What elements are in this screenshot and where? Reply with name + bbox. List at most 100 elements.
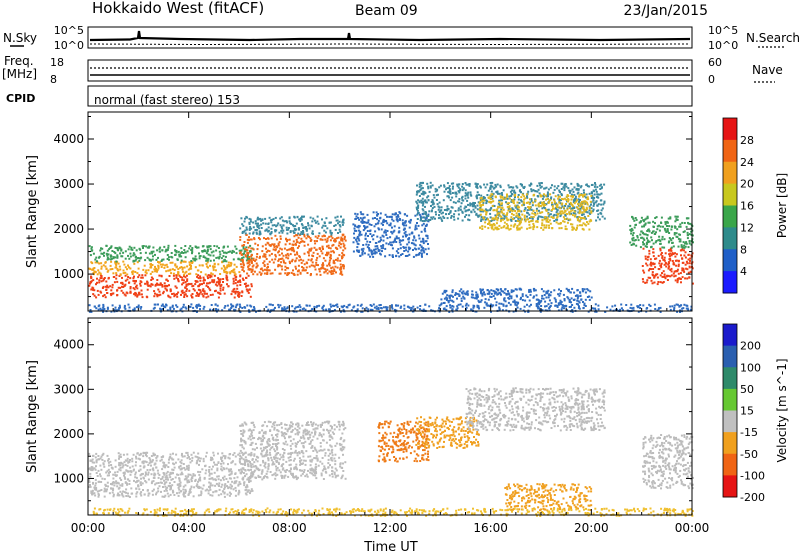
power-cell (118, 304, 121, 307)
power-cell (202, 256, 205, 258)
power-cell (512, 289, 515, 292)
power-cell (206, 248, 209, 251)
power-cell (341, 234, 344, 237)
power-cell (480, 204, 483, 207)
power-cell (247, 268, 250, 271)
power-cell (674, 270, 677, 273)
velocity-cell (173, 463, 176, 466)
power-cell (423, 251, 426, 254)
velocity-cell (97, 469, 100, 472)
power-cell (127, 254, 129, 257)
power-cell (261, 245, 264, 248)
power-cell (557, 195, 560, 198)
power-cell (655, 240, 658, 242)
power-cell (234, 282, 237, 285)
power-cell (107, 286, 110, 289)
power-cell (567, 290, 570, 293)
power-cell (369, 304, 372, 306)
power-cell (184, 286, 187, 289)
velocity-cell (132, 453, 135, 456)
power-cell (540, 299, 543, 302)
power-cell (650, 279, 653, 282)
power-cell (206, 275, 209, 278)
power-cell (270, 227, 273, 230)
power-cell (498, 201, 501, 203)
power-cell (606, 306, 609, 309)
power-cell (282, 224, 285, 227)
power-cell (156, 270, 158, 273)
power-cell (570, 297, 573, 300)
power-cell (102, 308, 105, 311)
power-cell (681, 267, 684, 270)
power-cell (272, 248, 275, 251)
power-cell (372, 255, 375, 258)
power-cell (280, 225, 283, 228)
power-cell (640, 230, 643, 233)
power-cell (414, 214, 417, 217)
power-cell (395, 235, 398, 238)
power-cell (116, 280, 119, 283)
power-cell (291, 305, 294, 308)
power-cell (230, 293, 233, 296)
power-cell (129, 287, 132, 290)
power-cell (380, 245, 383, 248)
power-cell (512, 310, 515, 313)
power-cell (476, 204, 479, 207)
power-cell (291, 224, 294, 227)
power-cell (524, 310, 527, 313)
power-cell (266, 271, 269, 274)
power-cell (128, 306, 131, 309)
power-cell (549, 213, 552, 216)
power-cell (506, 218, 509, 221)
power-cell (570, 212, 572, 215)
power-cell (281, 227, 284, 230)
power-cell (578, 301, 581, 304)
power-cell (334, 224, 337, 227)
power-cell (683, 246, 686, 249)
power-cell (597, 213, 600, 216)
power-cell (243, 230, 245, 233)
velocity-cell (230, 487, 233, 490)
power-cell (281, 268, 284, 271)
velocity-cell (179, 473, 182, 476)
power-cell (662, 225, 664, 228)
power-cell (322, 308, 325, 311)
power-cell (151, 277, 154, 280)
power-cell (488, 292, 490, 295)
power-cell (377, 240, 380, 243)
power-cell (303, 226, 306, 229)
power-cell (499, 204, 501, 206)
power-cell (298, 256, 301, 259)
power-cell (686, 268, 689, 271)
power-cell (560, 227, 563, 230)
power-cell (539, 215, 542, 218)
power-cell (664, 229, 667, 232)
power-cell (117, 286, 120, 289)
power-cell (685, 241, 688, 244)
power-cell (490, 289, 493, 292)
power-cell (118, 275, 121, 277)
power-cell (398, 211, 401, 214)
power-cell (589, 290, 592, 293)
power-cell (253, 309, 256, 311)
power-cell (692, 241, 694, 244)
power-cell (563, 211, 566, 214)
power-cell (188, 261, 191, 264)
power-cell (357, 243, 360, 246)
power-cell (258, 224, 261, 227)
power-cell (582, 189, 585, 192)
power-cell (114, 306, 117, 309)
power-cell (472, 208, 475, 211)
power-cell (480, 218, 483, 221)
power-cell (475, 296, 478, 299)
power-cell (551, 205, 554, 208)
power-cell (282, 259, 285, 262)
power-cell (587, 215, 590, 217)
power-cell (344, 247, 347, 250)
power-cell (661, 256, 664, 259)
power-cell (109, 264, 112, 267)
power-cell (316, 252, 319, 255)
power-cell (161, 303, 164, 306)
power-cell (547, 303, 550, 306)
power-cell (264, 217, 267, 220)
